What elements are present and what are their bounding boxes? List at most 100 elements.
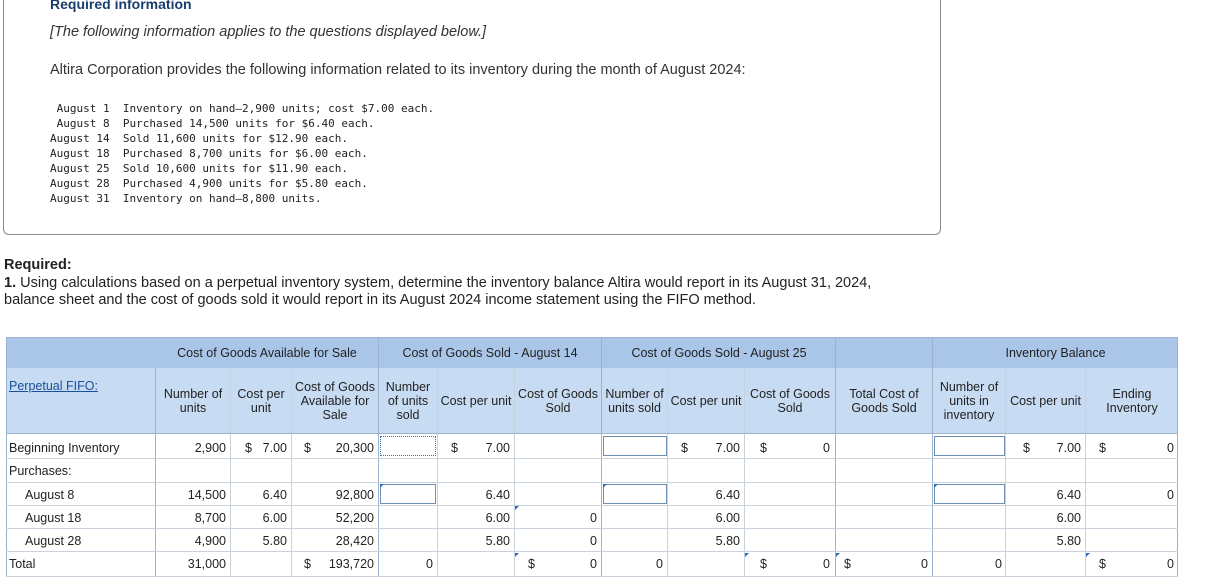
bal-end-beginning: 0 <box>1167 441 1174 455</box>
s14-units-total: 0 <box>426 557 433 571</box>
s25-units-beginning-input[interactable] <box>603 436 667 456</box>
col-avail-cost: Cost per unit <box>237 386 285 415</box>
avail-cost-aug28: 5.80 <box>262 534 287 548</box>
dropdown-marker-icon <box>380 484 384 488</box>
currency-symbol: $ <box>1099 441 1106 455</box>
row-label-aug18: August 18 <box>25 511 82 525</box>
info-title: Required information <box>50 0 192 12</box>
currency-symbol: $ <box>304 441 311 455</box>
s14-cogs-total: 0 <box>590 557 597 571</box>
group-header-balance: Inventory Balance <box>1005 345 1106 360</box>
avail-units-aug18: 8,700 <box>194 511 226 525</box>
col-bal-units: Number of units in inventory <box>939 379 999 422</box>
currency-symbol: $ <box>1023 441 1030 455</box>
currency-symbol: $ <box>451 441 458 455</box>
col-bal-ending: Ending Inventory <box>1106 386 1158 415</box>
col-s14-units: Number of units sold <box>385 379 431 422</box>
info-intro: Altira Corporation provides the followin… <box>50 62 746 78</box>
bal-units-total: 0 <box>995 557 1002 571</box>
event-line: August 1 Inventory on hand—2,900 units; … <box>50 102 435 115</box>
avail-total-aug8: 92,800 <box>335 488 374 502</box>
col-s25-units: Number of units sold <box>605 386 664 415</box>
currency-symbol: $ <box>528 557 535 571</box>
bal-units-aug8-input[interactable] <box>934 484 1005 504</box>
currency-symbol: $ <box>245 441 252 455</box>
s14-cost-aug28: 5.80 <box>485 534 510 548</box>
s14-cost-aug18: 6.00 <box>485 511 510 525</box>
bal-cost-aug18: 6.00 <box>1056 511 1081 525</box>
event-line: August 25 Sold 10,600 units for $11.90 e… <box>50 162 349 175</box>
s25-cost-beginning: 7.00 <box>715 441 740 455</box>
col-s14-cogs: Cost of Goods Sold <box>518 386 598 415</box>
required-information-panel: Required information [The following info… <box>3 0 941 235</box>
bal-end-total: 0 <box>1167 557 1174 571</box>
question-number: 1. <box>4 275 17 291</box>
avail-total-aug28: 28,420 <box>335 534 374 548</box>
info-note: [The following information applies to th… <box>50 24 487 40</box>
column-header-band <box>6 368 1178 433</box>
avail-total-beginning: 20,300 <box>335 441 374 455</box>
dropdown-marker-icon <box>1086 553 1090 557</box>
s25-cost-aug28: 5.80 <box>715 534 740 548</box>
s25-cost-aug18: 6.00 <box>715 511 740 525</box>
col-avail-units: Number of units <box>163 386 223 415</box>
avail-cost-aug8: 6.40 <box>262 488 287 502</box>
event-line: August 14 Sold 11,600 units for $12.90 e… <box>50 132 349 145</box>
col-s25-cost: Cost per unit <box>670 393 742 408</box>
row-label-beginning: Beginning Inventory <box>9 441 120 455</box>
dropdown-marker-icon <box>934 484 938 488</box>
currency-symbol: $ <box>760 557 767 571</box>
group-header-aug25: Cost of Goods Sold - August 25 <box>631 345 807 360</box>
perpetual-fifo-label: Perpetual FIFO: <box>9 379 98 393</box>
required-question: 1. Using calculations based on a perpetu… <box>4 275 914 309</box>
s14-units-aug8-input[interactable] <box>380 484 436 504</box>
col-bal-cost: Cost per unit <box>1010 393 1081 408</box>
s14-cogs-aug18: 0 <box>590 511 597 525</box>
row-label-purchases: Purchases: <box>9 464 72 478</box>
inventory-events-list: August 1 Inventory on hand—2,900 units; … <box>50 101 434 206</box>
avail-units-aug8: 14,500 <box>187 488 226 502</box>
currency-symbol: $ <box>844 557 851 571</box>
group-header-available: Cost of Goods Available for Sale <box>177 345 357 360</box>
question-text: Using calculations based on a perpetual … <box>4 275 872 308</box>
currency-symbol: $ <box>1099 557 1106 571</box>
s25-cost-aug8: 6.40 <box>715 488 740 502</box>
event-line: August 8 Purchased 14,500 units for $6.4… <box>50 117 375 130</box>
avail-total-aug18: 52,200 <box>335 511 374 525</box>
s14-cost-beginning: 7.00 <box>485 441 510 455</box>
currency-symbol: $ <box>304 557 311 571</box>
dropdown-marker-icon <box>603 484 607 488</box>
avail-units-beginning: 2,900 <box>194 441 226 455</box>
row-label-total: Total <box>9 557 36 571</box>
avail-units-aug28: 4,900 <box>194 534 226 548</box>
col-avail-total: Cost of Goods Available for Sale <box>295 379 375 422</box>
dropdown-marker-icon <box>515 553 519 557</box>
event-line: August 18 Purchased 8,700 units for $6.0… <box>50 147 368 160</box>
col-s25-cogs: Cost of Goods Sold <box>750 386 830 415</box>
currency-symbol: $ <box>760 441 767 455</box>
required-heading: Required: <box>4 257 72 273</box>
group-header-band <box>6 337 1178 368</box>
s25-units-total: 0 <box>656 557 663 571</box>
s25-cogs-total: 0 <box>823 557 830 571</box>
s25-cogs-beginning: 0 <box>823 441 830 455</box>
s14-units-beginning-input[interactable] <box>380 436 436 456</box>
avail-total-total: 193,720 <box>328 557 374 571</box>
bal-units-beginning-input[interactable] <box>934 436 1005 456</box>
row-label-aug28: August 28 <box>25 534 82 548</box>
s25-units-aug8-input[interactable] <box>603 484 667 504</box>
col-s14-cost: Cost per unit <box>440 393 512 408</box>
col-total-cogs: Total Cost of Goods Sold <box>849 386 919 415</box>
avail-cost-aug18: 6.00 <box>262 511 287 525</box>
event-line: August 28 Purchased 4,900 units for $5.8… <box>50 177 368 190</box>
avail-cost-beginning: 7.00 <box>262 441 287 455</box>
currency-symbol: $ <box>681 441 688 455</box>
s14-cogs-aug28: 0 <box>590 534 597 548</box>
dropdown-marker-icon <box>745 553 749 557</box>
bal-cost-aug8: 6.40 <box>1056 488 1081 502</box>
dropdown-marker-icon <box>515 506 519 510</box>
row-label-aug8: August 8 <box>25 488 75 502</box>
dropdown-marker-icon <box>836 553 840 557</box>
group-header-aug14: Cost of Goods Sold - August 14 <box>402 345 578 360</box>
s14-cost-aug8: 6.40 <box>485 488 510 502</box>
